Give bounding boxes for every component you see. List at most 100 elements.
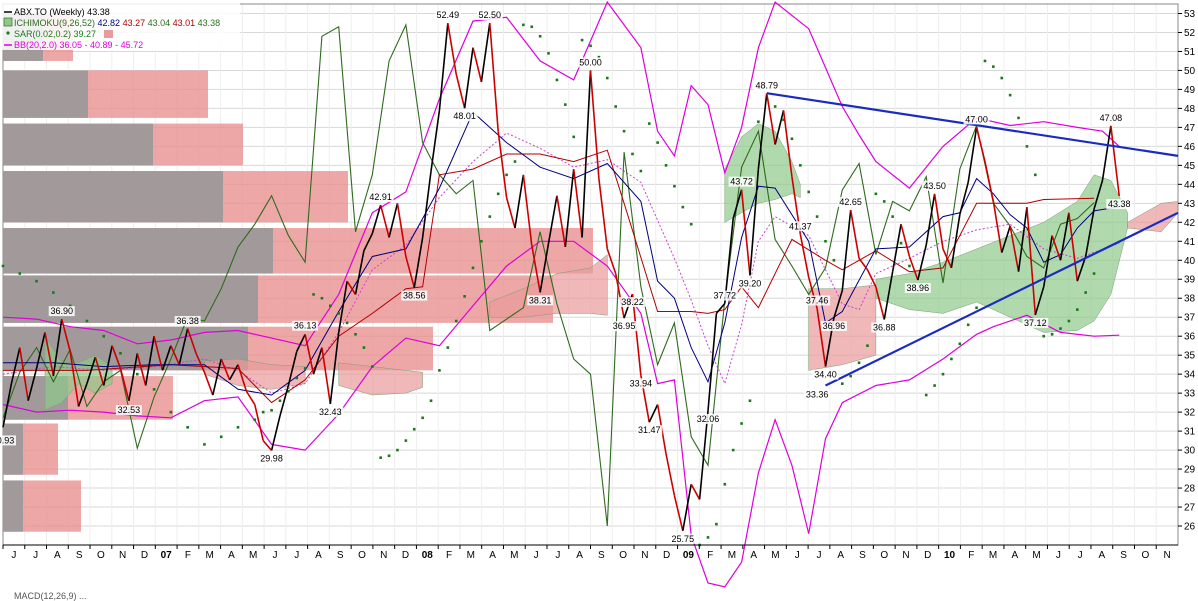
- price-segment: [690, 483, 701, 500]
- price-segment: [35, 332, 46, 369]
- kumo-bull-area: [724, 123, 801, 223]
- sar-dot: [824, 239, 827, 243]
- price-segment: [413, 237, 424, 288]
- price-segment: [430, 110, 441, 172]
- sar-dot: [505, 173, 508, 177]
- sar-dot: [387, 454, 391, 458]
- sar-dot: [748, 399, 752, 403]
- price-label: 43.38: [1108, 199, 1131, 209]
- trendline: [766, 92, 1179, 157]
- sar-dot: [983, 59, 987, 63]
- sar-dot: [438, 369, 441, 372]
- price-segment: [245, 390, 256, 405]
- price-label: 39.20: [739, 278, 762, 288]
- price-segment: [833, 290, 844, 319]
- price-label-bg: [619, 297, 646, 308]
- sar-dot: [337, 312, 341, 315]
- x-month-label: S: [337, 550, 344, 561]
- sar-dot: [1075, 308, 1079, 311]
- volume-profile-bar-up: [3, 227, 273, 274]
- price-label-bg: [695, 413, 721, 424]
- price-segment: [329, 332, 340, 405]
- price-segment: [312, 347, 323, 375]
- price-label: 37.12: [1024, 318, 1047, 328]
- parabolic-sar: [1, 23, 1096, 547]
- legend-sar-icon: [6, 31, 10, 35]
- bollinger-lower-line: [2, 240, 1120, 588]
- legend: ABX.TO (Weekly) 43.38 ICHIMOKU(9,26,52) …: [0, 0, 240, 50]
- y-tick-label: 28: [1184, 484, 1196, 495]
- sar-dot: [950, 357, 953, 361]
- sar-dot: [673, 184, 676, 188]
- price-segment: [279, 385, 290, 417]
- price-segment: [539, 243, 550, 293]
- sar-dot: [1084, 291, 1087, 294]
- price-segment: [715, 303, 726, 314]
- legend-sar-swatch: [104, 30, 113, 38]
- y-tick-label: 33: [1184, 389, 1196, 400]
- sar-dot: [773, 105, 777, 108]
- price-segment: [363, 233, 374, 252]
- bollinger-upper-line: [2, 0, 1120, 347]
- sar-dot: [287, 389, 290, 393]
- price-label-bg: [48, 306, 75, 317]
- y-tick-label: 31: [1184, 427, 1196, 438]
- sar-dot: [421, 416, 424, 420]
- x-year-label: 09: [683, 550, 695, 561]
- x-month-label: M: [249, 550, 257, 561]
- price-segment: [337, 281, 348, 333]
- price-label: 36.88: [873, 322, 896, 332]
- legend-ichimoku-v1: 42.82: [98, 18, 123, 28]
- price-segment: [782, 110, 793, 177]
- y-tick-label: 45: [1184, 161, 1196, 172]
- price-segment: [556, 195, 567, 248]
- price-segment: [346, 280, 357, 295]
- price-label-bg: [577, 57, 604, 68]
- sar-dot: [1034, 173, 1037, 177]
- price-label: 38.96: [907, 283, 930, 293]
- x-month-label: M: [989, 550, 997, 561]
- x-month-label: N: [119, 550, 126, 561]
- price-label-bg: [451, 111, 478, 122]
- y-axis: 26 27 28 29 30 31 32 33 34 35 36 37 38 39 40 41 42 43 44 45…: [1178, 9, 1196, 533]
- x-month-label: M: [510, 550, 518, 561]
- price-segment: [765, 93, 776, 145]
- sar-dot: [35, 279, 38, 283]
- price-label-bg: [1097, 112, 1124, 123]
- price-segment: [774, 110, 785, 145]
- price-segment: [1034, 286, 1045, 316]
- sar-dot: [429, 399, 433, 403]
- sar-dot: [597, 55, 601, 59]
- price-label-bg: [921, 180, 948, 191]
- sar-dot: [639, 169, 643, 173]
- price-label: 37.46: [806, 295, 829, 305]
- x-month-label: F: [446, 550, 452, 561]
- y-tick-label: 51: [1184, 47, 1196, 58]
- legend-ichimoku-icon: [3, 17, 13, 27]
- x-month-label: J: [795, 550, 800, 561]
- sar-dot: [958, 342, 962, 346]
- price-segment: [749, 169, 760, 276]
- sar-dot: [790, 137, 794, 141]
- x-month-label: D: [663, 550, 670, 561]
- sar-dot: [631, 152, 634, 156]
- sar-dot: [270, 408, 273, 412]
- price-segment: [984, 161, 995, 202]
- sar-dot: [320, 296, 324, 300]
- sar-dot: [580, 38, 584, 42]
- price-label-bg: [963, 114, 990, 125]
- price-label: 48.79: [755, 80, 778, 90]
- sar-dot: [1017, 116, 1020, 120]
- y-tick-label: 46: [1184, 142, 1196, 153]
- legend-ichimoku: ICHIMOKU(9,26,52) 42.82 43.27 43.04 43.0…: [14, 18, 220, 28]
- x-month-label: A: [54, 550, 61, 561]
- price-segment: [1084, 208, 1095, 257]
- price-label: 32.06: [697, 414, 720, 424]
- sar-dot: [1050, 332, 1054, 336]
- price-label-bg: [1106, 199, 1133, 210]
- price-label: 32.43: [319, 407, 342, 417]
- sar-dot: [496, 192, 500, 196]
- price-segment: [60, 318, 71, 352]
- price-label-bg: [820, 320, 847, 331]
- price-segment: [757, 93, 768, 170]
